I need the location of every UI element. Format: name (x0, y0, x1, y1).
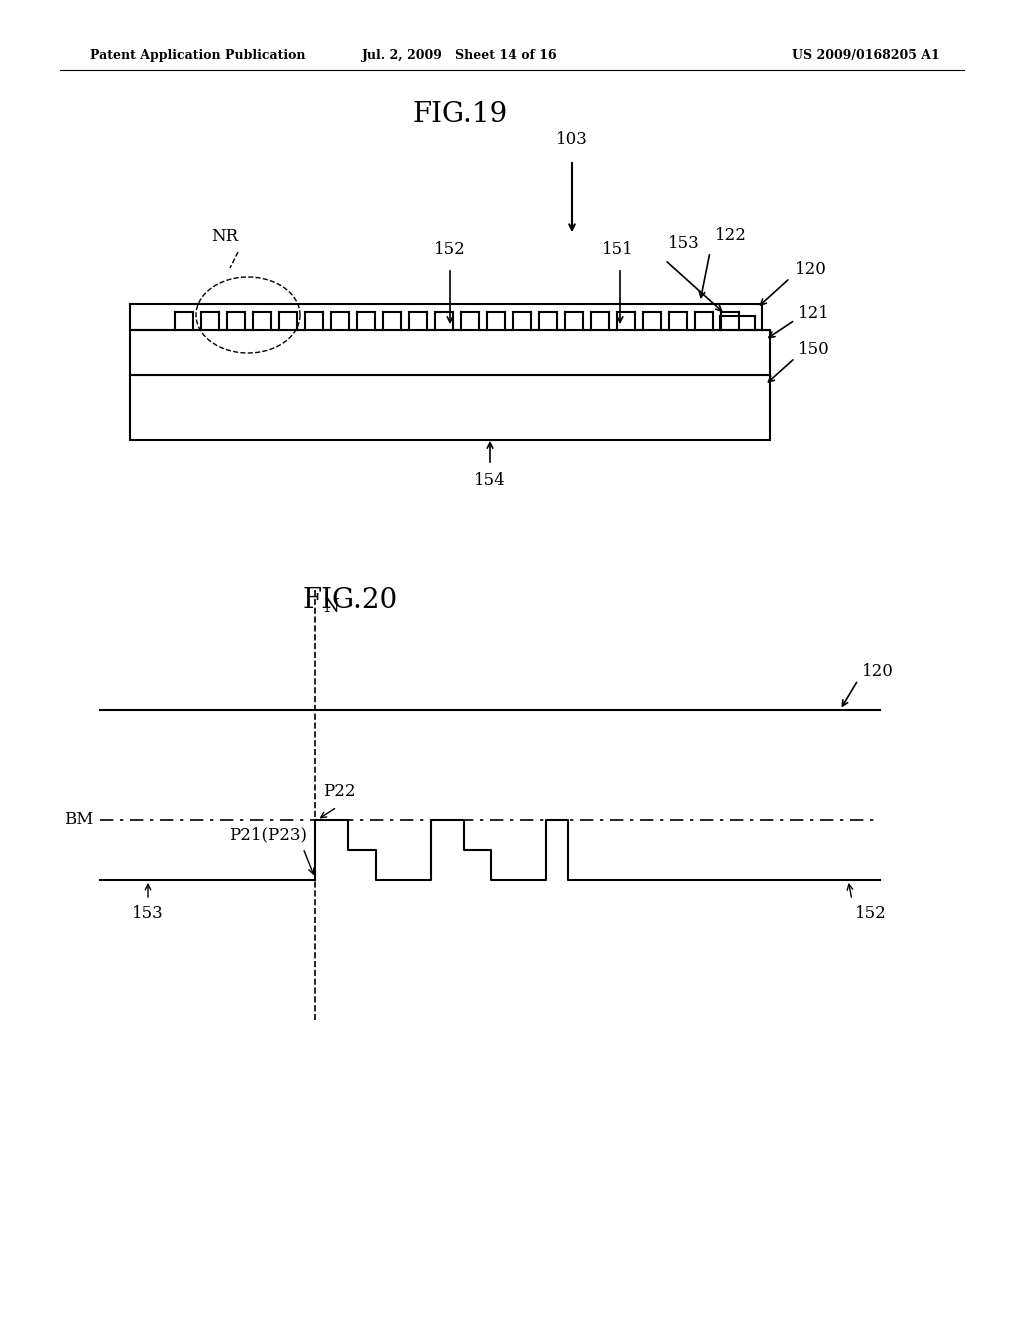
Text: FIG.20: FIG.20 (302, 586, 397, 614)
Text: 153: 153 (132, 906, 164, 921)
Text: Jul. 2, 2009   Sheet 14 of 16: Jul. 2, 2009 Sheet 14 of 16 (362, 49, 558, 62)
Bar (130, 375, 770, 440)
Text: 154: 154 (474, 473, 506, 488)
Text: NR: NR (211, 228, 238, 246)
Text: 120: 120 (862, 664, 894, 681)
Text: 152: 152 (434, 242, 466, 257)
Text: 153: 153 (668, 235, 699, 252)
Text: 151: 151 (602, 242, 634, 257)
Text: P21(P23): P21(P23) (229, 826, 307, 843)
Text: 103: 103 (556, 131, 588, 148)
Text: 150: 150 (798, 342, 829, 359)
Text: US 2009/0168205 A1: US 2009/0168205 A1 (793, 49, 940, 62)
Text: 121: 121 (798, 305, 829, 322)
Text: 120: 120 (795, 261, 826, 279)
Text: P22: P22 (323, 783, 355, 800)
Text: FIG.19: FIG.19 (413, 102, 508, 128)
Text: 122: 122 (715, 227, 746, 244)
Bar (130, 330, 770, 375)
Text: BM: BM (63, 812, 93, 829)
Text: Patent Application Publication: Patent Application Publication (90, 49, 305, 62)
Text: N: N (323, 598, 339, 616)
Text: 152: 152 (855, 906, 887, 921)
